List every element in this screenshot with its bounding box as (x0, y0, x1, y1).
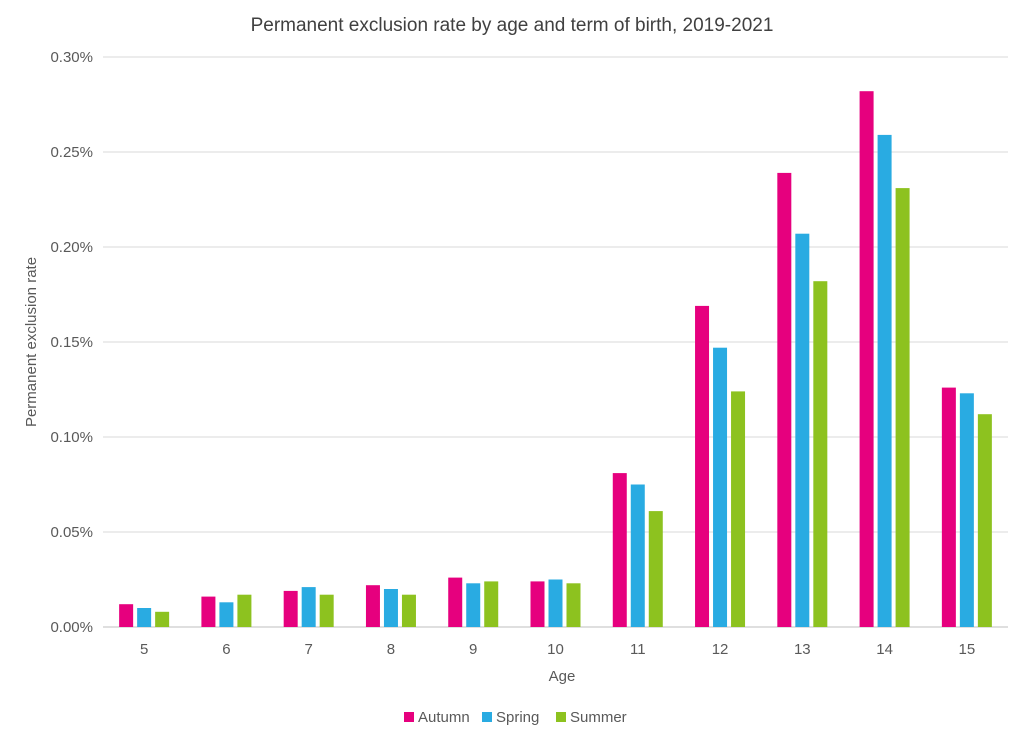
x-tick-label: 5 (140, 641, 148, 658)
bar-spring-13 (795, 233, 810, 627)
bar-autumn-10 (530, 581, 545, 627)
x-tick-label: 8 (387, 641, 395, 658)
legend-swatch-summer (556, 712, 566, 722)
bar-summer-12 (731, 391, 746, 627)
legend-label-spring: Spring (496, 709, 539, 726)
bar-spring-15 (959, 393, 974, 627)
x-tick-label: 15 (959, 641, 976, 658)
bar-summer-11 (648, 511, 663, 627)
bar-spring-5 (137, 608, 152, 627)
bar-spring-10 (548, 579, 563, 627)
bar-spring-14 (877, 134, 892, 627)
bar-spring-9 (466, 583, 481, 627)
bar-spring-7 (301, 587, 316, 627)
legend: Autumn Spring Summer (404, 709, 627, 726)
bar-spring-8 (383, 589, 398, 627)
legend-swatch-autumn (404, 712, 414, 722)
x-tick-label: 14 (876, 641, 893, 658)
y-tick-label: 0.05% (50, 524, 93, 541)
bar-autumn-9 (448, 577, 463, 627)
bar-spring-11 (630, 484, 645, 627)
y-tick-label: 0.20% (50, 239, 93, 256)
x-tick-label: 7 (305, 641, 313, 658)
x-tick-labels: 5 6 7 8 9 10 11 12 13 14 15 (140, 641, 975, 658)
bars (119, 91, 992, 627)
x-tick-label: 6 (222, 641, 230, 658)
bar-autumn-8 (365, 585, 380, 627)
bar-summer-8 (401, 594, 416, 627)
x-tick-label: 11 (630, 641, 646, 658)
y-tick-label: 0.30% (50, 49, 93, 66)
y-tick-label: 0.10% (50, 429, 93, 446)
bar-autumn-14 (859, 91, 874, 627)
bar-summer-5 (155, 611, 170, 627)
y-axis-label: Permanent exclusion rate (23, 257, 40, 427)
x-tick-label: 9 (469, 641, 477, 658)
legend-swatch-spring (482, 712, 492, 722)
legend-label-autumn: Autumn (418, 709, 470, 726)
x-tick-label: 13 (794, 641, 811, 658)
bar-autumn-7 (283, 590, 298, 627)
bar-summer-15 (977, 414, 992, 627)
bar-spring-12 (713, 347, 728, 627)
bar-autumn-15 (941, 387, 956, 627)
bar-autumn-12 (695, 305, 710, 627)
bar-summer-7 (319, 594, 334, 627)
bar-autumn-11 (612, 473, 627, 627)
x-tick-label: 12 (712, 641, 729, 658)
bar-summer-10 (566, 583, 581, 627)
bar-autumn-6 (201, 596, 216, 627)
grid-lines (103, 56, 1008, 628)
y-tick-label: 0.25% (50, 144, 93, 161)
bar-summer-13 (813, 281, 828, 627)
bar-summer-6 (237, 594, 252, 627)
x-axis-label: Age (549, 668, 576, 685)
bar-autumn-5 (119, 604, 134, 627)
chart-title: Permanent exclusion rate by age and term… (251, 15, 774, 36)
bar-summer-9 (484, 581, 499, 627)
y-tick-labels: 0.00% 0.05% 0.10% 0.15% 0.20% 0.25% 0.30% (50, 49, 93, 636)
x-tick-label: 10 (547, 641, 564, 658)
bar-spring-6 (219, 602, 234, 627)
y-tick-label: 0.00% (50, 619, 93, 636)
y-tick-label: 0.15% (50, 334, 93, 351)
bar-summer-14 (895, 188, 910, 627)
bar-autumn-13 (777, 172, 792, 627)
legend-label-summer: Summer (570, 709, 627, 726)
